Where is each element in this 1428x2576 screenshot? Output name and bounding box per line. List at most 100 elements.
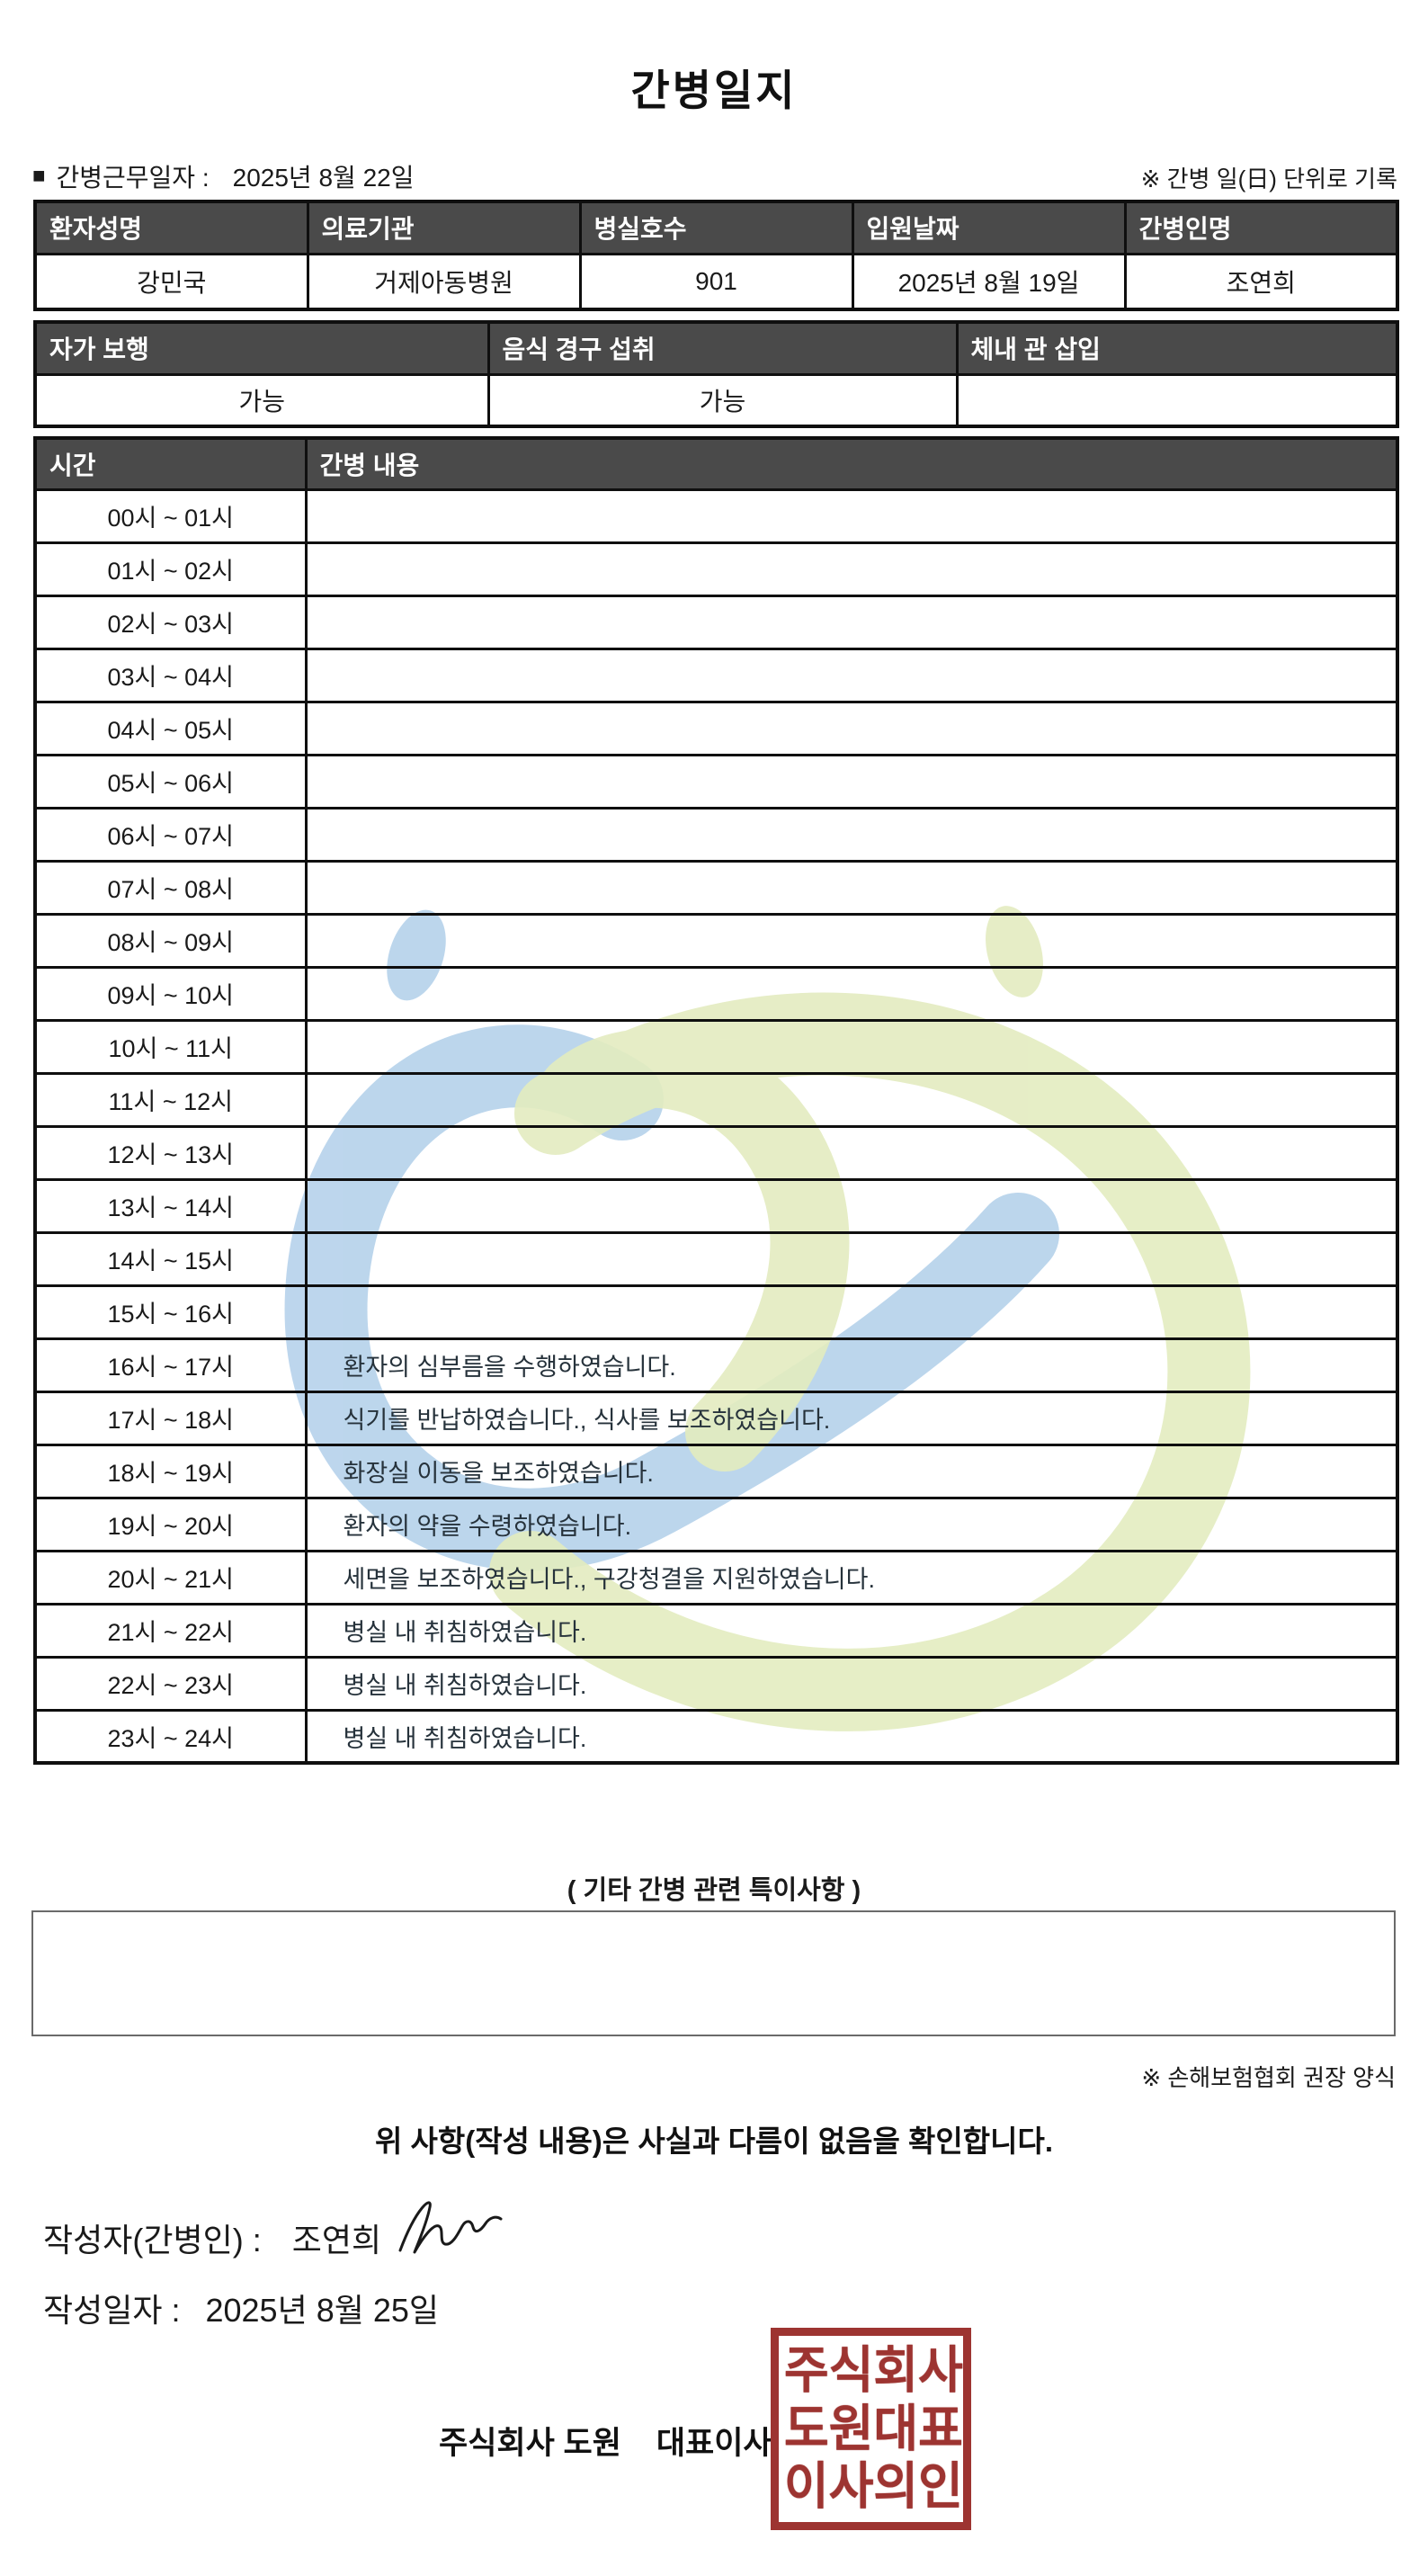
time-cell: 11시 ~ 12시 [33, 1071, 308, 1128]
care-table-row: 22시 ~ 23시 병실 내 취침하였습니다. [33, 1655, 1399, 1712]
care-content-cell: 화장실 이동을 보조하였습니다. [304, 1443, 1399, 1499]
stamp-char: 식 [828, 2342, 874, 2400]
care-content-cell: 세면을 보조하였습니다., 구강청결을 지원하였습니다. [304, 1549, 1399, 1606]
care-content-cell [304, 487, 1399, 544]
time-cell: 04시 ~ 05시 [33, 700, 308, 756]
written-date-value: 2025년 8월 25일 [205, 2292, 439, 2329]
stamp-char: 사 [828, 2458, 874, 2516]
care-table-row: 09시 ~ 10시 [33, 965, 1399, 1022]
confirmation-statement: 위 사항(작성 내용)은 사실과 다름이 없음을 확인합니다. [374, 2124, 1054, 2158]
time-cell: 12시 ~ 13시 [33, 1124, 308, 1181]
care-table-row: 12시 ~ 13시 [33, 1124, 1399, 1181]
care-table-row: 18시 ~ 19시 화장실 이동을 보조하였습니다. [33, 1443, 1399, 1499]
patient-header-cell: 환자성명 [33, 200, 309, 255]
care-table-row: 11시 ~ 12시 [33, 1071, 1399, 1128]
care-content-cell: 환자의 심부름을 수행하였습니다. [304, 1337, 1399, 1393]
time-cell: 18시 ~ 19시 [33, 1443, 308, 1499]
writer-line: 작성자(간병인) : 조연희 [43, 2214, 381, 2261]
unit-note: ※ 간병 일(日) 단위로 기록 [1140, 165, 1397, 192]
time-cell: 08시 ~ 09시 [33, 912, 308, 969]
stamp-char: 회 [873, 2342, 919, 2400]
care-table-row: 04시 ~ 05시 [33, 700, 1399, 756]
care-table-row: 15시 ~ 16시 [33, 1284, 1399, 1340]
care-content-cell [304, 1230, 1399, 1287]
care-table-row: 17시 ~ 18시 식기를 반납하였습니다., 식사를 보조하였습니다. [33, 1390, 1399, 1446]
care-table-row: 13시 ~ 14시 [33, 1177, 1399, 1234]
stamp-char: 의 [873, 2458, 919, 2516]
stamp-char: 사 [918, 2342, 963, 2400]
care-table-row: 08시 ~ 09시 [33, 912, 1399, 969]
status-value-row: 가능 가능 [33, 372, 1399, 428]
hourly-care-table: 시간 간병 내용 00시 ~ 01시 01시 ~ 02시 02시 ~ 03시 03시 … [33, 436, 1399, 1765]
care-content-cell: 환자의 약을 수령하였습니다. [304, 1496, 1399, 1552]
status-header-cell: 자가 보행 [33, 320, 490, 376]
care-content-cell: 식기를 반납하였습니다., 식사를 보조하였습니다. [304, 1390, 1399, 1446]
care-content-cell: 병실 내 취침하였습니다. [304, 1655, 1399, 1712]
work-date-value: 2025년 8월 22일 [232, 164, 415, 192]
notes-box [31, 1910, 1396, 2036]
care-table-row: 10시 ~ 11시 [33, 1018, 1399, 1075]
time-cell: 16시 ~ 17시 [33, 1337, 308, 1393]
written-date-line: 작성일자 : 2025년 8월 25일 [43, 2285, 439, 2331]
page-title: 간병일지 [630, 67, 798, 114]
form-standard-note: ※ 손해보험협회 권장 양식 [1141, 2064, 1396, 2091]
patient-header-cell: 의료기관 [306, 200, 582, 255]
care-content-cell [304, 1177, 1399, 1234]
time-column-header: 시간 [33, 436, 308, 491]
care-content-cell [304, 1071, 1399, 1128]
care-content-cell [304, 647, 1399, 703]
patient-header-cell: 병실호수 [578, 200, 854, 255]
care-content-cell [304, 541, 1399, 597]
patient-value-cell: 강민국 [33, 252, 309, 311]
time-cell: 22시 ~ 23시 [33, 1655, 308, 1712]
time-cell: 05시 ~ 06시 [33, 753, 308, 809]
patient-header-cell: 간병인명 [1123, 200, 1399, 255]
care-content-cell [304, 1124, 1399, 1181]
content-column-header: 간병 내용 [304, 436, 1399, 491]
time-cell: 21시 ~ 22시 [33, 1602, 308, 1659]
stamp-char: 표 [918, 2401, 963, 2457]
writer-label: 작성자(간병인) : [43, 2222, 262, 2258]
care-table-row: 01시 ~ 02시 [33, 541, 1399, 597]
patient-info-table: 환자성명 의료기관 병실호수 입원날짜 간병인명 강민국 거제아동병원 901 2025년 8… [33, 200, 1399, 311]
care-table-row: 20시 ~ 21시 세면을 보조하였습니다., 구강청결을 지원하였습니다. [33, 1549, 1399, 1606]
time-cell: 09시 ~ 10시 [33, 965, 308, 1022]
patient-info-header-row: 환자성명 의료기관 병실호수 입원날짜 간병인명 [33, 200, 1399, 255]
status-header-cell: 음식 경구 섭취 [486, 320, 959, 376]
status-value-cell [955, 372, 1399, 428]
care-content-cell: 병실 내 취침하였습니다. [304, 1602, 1399, 1659]
patient-value-cell: 901 [578, 252, 854, 311]
care-content-cell [304, 753, 1399, 809]
status-header-cell: 체내 관 삽입 [955, 320, 1399, 376]
time-cell: 19시 ~ 20시 [33, 1496, 308, 1552]
care-table-row: 00시 ~ 01시 [33, 487, 1399, 544]
time-cell: 02시 ~ 03시 [33, 594, 308, 650]
stamp-char: 원 [828, 2401, 874, 2457]
care-content-cell [304, 1284, 1399, 1340]
patient-info-value-row: 강민국 거제아동병원 901 2025년 8월 19일 조연희 [33, 252, 1399, 311]
notes-section-label: ( 기타 간병 관련 특이사항 ) [567, 1876, 861, 1905]
care-content-cell [304, 700, 1399, 756]
time-cell: 01시 ~ 02시 [33, 541, 308, 597]
stamp-char: 이 [784, 2458, 829, 2516]
care-table-row: 21시 ~ 22시 병실 내 취침하였습니다. [33, 1602, 1399, 1659]
care-table-row: 19시 ~ 20시 환자의 약을 수령하였습니다. [33, 1496, 1399, 1552]
care-content-cell [304, 859, 1399, 916]
work-date-label: 간병근무일자 : [56, 164, 210, 192]
time-cell: 13시 ~ 14시 [33, 1177, 308, 1234]
care-table-row: 07시 ~ 08시 [33, 859, 1399, 916]
care-content-cell [304, 594, 1399, 650]
time-cell: 07시 ~ 08시 [33, 859, 308, 916]
stamp-char: 주 [784, 2342, 829, 2400]
patient-value-cell: 조연희 [1123, 252, 1399, 311]
care-table-row: 16시 ~ 17시 환자의 심부름을 수행하였습니다. [33, 1337, 1399, 1393]
company-ceo-line: 주식회사 도원 대표이사 [439, 2426, 772, 2461]
care-table-row: 23시 ~ 24시 병실 내 취침하였습니다. [33, 1708, 1399, 1765]
patient-header-cell: 입원날짜 [851, 200, 1127, 255]
status-header-row: 자가 보행 음식 경구 섭취 체내 관 삽입 [33, 320, 1399, 376]
care-table-header-row: 시간 간병 내용 [33, 436, 1399, 491]
work-date-line: ■ 간병근무일자 : 2025년 8월 22일 [32, 158, 414, 194]
